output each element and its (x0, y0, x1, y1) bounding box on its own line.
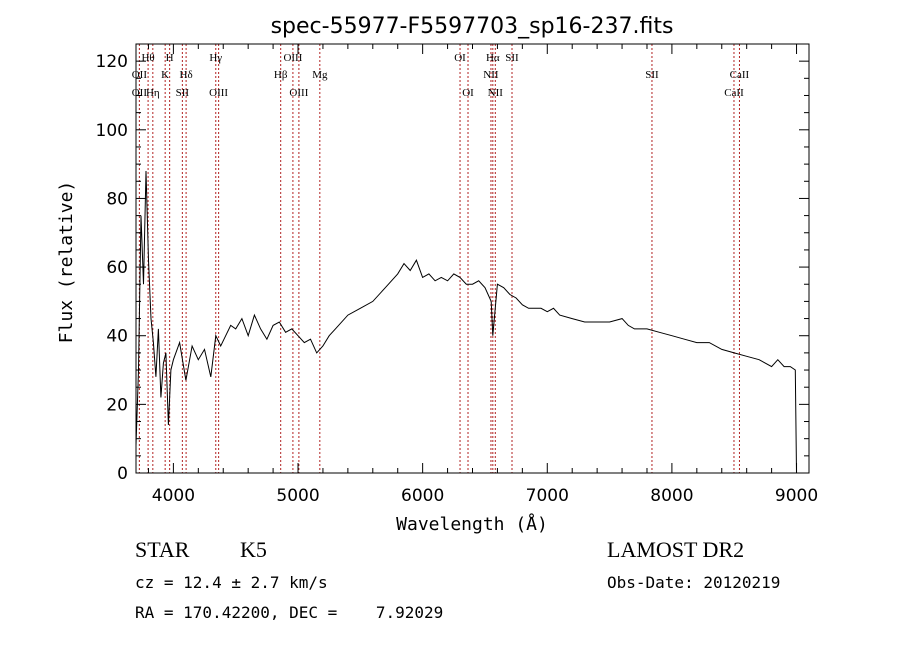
line-label: OII (132, 69, 148, 81)
x-tick-label: 6000 (401, 486, 444, 506)
line-label: H (166, 52, 174, 64)
x-tick-label: 8000 (650, 486, 693, 506)
x-tick-label: 4000 (152, 486, 195, 506)
coordinates: RA = 170.42200, DEC = 7.92029 (135, 603, 444, 622)
line-label: NII (488, 87, 504, 99)
x-tick-label: 7000 (526, 486, 569, 506)
line-label: Hθ (141, 52, 154, 64)
y-tick-label: 40 (106, 327, 128, 347)
survey-name: LAMOST DR2 (607, 537, 745, 562)
line-label: OIII (283, 52, 302, 64)
line-label: CaII (724, 87, 744, 99)
subclass: K5 (240, 537, 267, 562)
x-axis-label: Wavelength (Å) (396, 513, 548, 535)
y-axis-label: Flux (relative) (56, 181, 77, 344)
x-ticks: 4000 5000 6000 7000 8000 9000 (147, 44, 818, 506)
x-tick-label: 9000 (775, 486, 818, 506)
velocity: cz = 12.4 ± 2.7 km/s (135, 573, 328, 592)
x-tick-label: 5000 (276, 486, 319, 506)
line-label: Hγ (209, 52, 222, 64)
y-tick-label: 60 (106, 258, 128, 278)
line-label: Hη (146, 87, 160, 99)
line-label: OI (462, 87, 474, 99)
line-label: OIII (209, 87, 228, 99)
line-label: OI (454, 52, 466, 64)
line-label: Hβ (274, 69, 288, 81)
y-tick-label: 80 (106, 189, 128, 209)
obs-date: Obs-Date: 20120219 (607, 573, 781, 592)
line-label: OIII (289, 87, 308, 99)
line-label: Hα (486, 52, 500, 64)
line-label: SII (176, 87, 190, 99)
object-class: STAR (135, 537, 190, 562)
chart-title: spec-55977-F5597703_sp16-237.fits (271, 14, 674, 39)
spectrum-line (135, 170, 797, 474)
line-label: Mg (312, 69, 328, 81)
y-tick-label: 0 (117, 464, 128, 484)
y-tick-label: 100 (96, 121, 128, 141)
line-markers (138, 44, 740, 473)
line-label: K (161, 69, 169, 81)
line-label: NII (483, 69, 499, 81)
y-tick-label: 120 (96, 52, 128, 72)
line-label: SII (505, 52, 519, 64)
y-tick-label: 20 (106, 395, 128, 415)
plot-frame (135, 43, 810, 474)
y-ticks: 0 20 40 60 80 100 120 (96, 43, 809, 484)
line-label: SII (645, 69, 659, 81)
line-label: Hδ (180, 69, 193, 81)
line-label: CaII (730, 69, 750, 81)
